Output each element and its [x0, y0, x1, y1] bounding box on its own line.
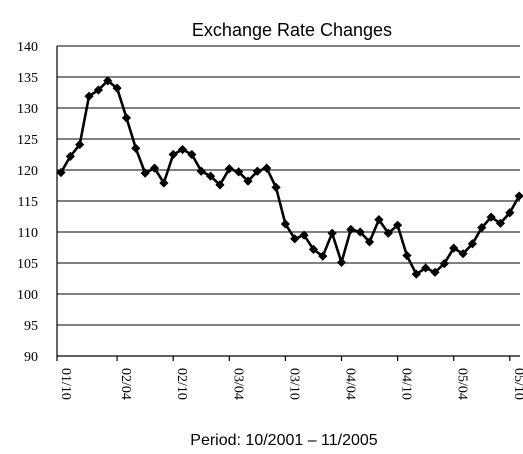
data-point-marker [243, 176, 253, 186]
data-point-marker [234, 167, 244, 177]
y-tick-label: 125 [17, 133, 38, 148]
axes [56, 46, 520, 357]
x-tick-label: 05/10 [511, 368, 523, 400]
data-point-marker [374, 215, 384, 225]
data-point-marker [421, 263, 431, 273]
data-point-marker [336, 257, 347, 267]
data-point-marker [402, 250, 412, 261]
data-point-marker [467, 239, 477, 249]
data-point-marker [149, 163, 160, 173]
period-caption: Period: 10/2001 – 11/2005 [190, 432, 378, 449]
data-point-marker [140, 168, 150, 178]
y-tick-label: 120 [17, 164, 38, 179]
data-point-marker [495, 218, 506, 228]
x-tick-label: 05/04 [455, 368, 470, 400]
data-point-marker [355, 227, 365, 237]
y-tick-label: 105 [17, 257, 38, 272]
data-point-marker [327, 228, 337, 238]
data-point-marker [299, 230, 309, 240]
data-point-marker [458, 249, 468, 259]
data-point-marker [346, 224, 356, 235]
data-point-marker [93, 85, 103, 95]
data-point-marker [271, 182, 281, 192]
data-point-marker [383, 228, 393, 238]
data-point-marker [308, 244, 319, 254]
grid-lines [57, 45, 520, 326]
x-tick-label: 04/10 [399, 368, 414, 400]
data-point-marker [215, 180, 225, 190]
y-tick-label: 115 [18, 195, 38, 210]
data-point-marker [159, 178, 169, 188]
data-point-marker [131, 143, 141, 153]
x-tick-label: 02/10 [174, 368, 189, 400]
x-tick-label: 04/04 [343, 368, 358, 400]
y-tick-label: 130 [17, 102, 38, 117]
data-point-marker [280, 219, 290, 229]
y-tick-label: 140 [17, 40, 38, 55]
data-point-marker [393, 220, 403, 230]
y-tick-label: 90 [24, 350, 38, 365]
data-point-marker [430, 267, 440, 277]
y-tick-label: 100 [17, 288, 38, 303]
data-point-marker [505, 208, 515, 218]
x-axis-tick-labels: 01/10 02/04 02/10 03/04 03/10 04/04 04/10 05/04… [56, 356, 523, 400]
x-tick-label: 02/04 [118, 368, 133, 400]
data-point-marker [364, 237, 375, 247]
data-point-marker [112, 83, 122, 93]
data-point-marker [486, 212, 496, 222]
data-point-marker [262, 163, 272, 173]
data-point-marker [224, 164, 234, 174]
chart-title: Exchange Rate Changes [192, 20, 392, 40]
data-point-marker [252, 166, 262, 176]
data-point-marker [187, 149, 197, 160]
data-point-marker [65, 151, 75, 161]
data-point-marker [177, 144, 188, 155]
x-tick-label: 01/10 [58, 368, 73, 400]
y-axis-tick-labels: 90 95 100 105 110 115 120 125 130 135 140 [17, 40, 38, 365]
data-point-marker [168, 149, 178, 160]
data-point-marker [75, 139, 85, 150]
data-point-marker [290, 234, 300, 244]
data-point-marker [121, 113, 132, 123]
data-point-marker [514, 191, 523, 201]
x-tick-label: 03/04 [230, 368, 245, 400]
data-point-marker [318, 251, 328, 261]
y-tick-label: 110 [18, 226, 38, 241]
data-point-marker [84, 91, 94, 101]
exchange-rate-series [56, 76, 523, 279]
x-tick-label: 03/10 [286, 368, 301, 400]
data-point-marker [439, 259, 449, 269]
y-tick-label: 135 [17, 71, 38, 86]
data-point-marker [103, 76, 113, 86]
data-point-marker [196, 166, 206, 176]
data-point-marker [411, 269, 421, 279]
data-point-marker [56, 167, 66, 178]
data-point-marker [477, 223, 487, 233]
data-point-marker [206, 171, 216, 181]
data-point-marker [449, 243, 459, 253]
y-tick-label: 95 [24, 319, 38, 334]
series-line [59, 79, 521, 276]
